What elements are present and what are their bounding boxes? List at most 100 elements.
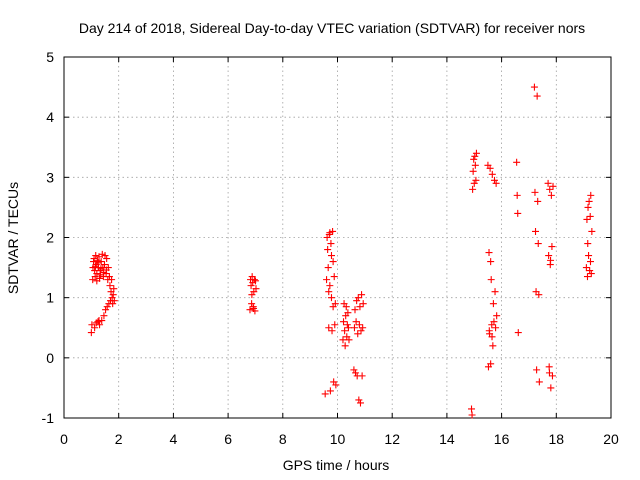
data-point [329,258,337,266]
y-tick-label: 5 [46,49,54,65]
data-point [353,297,361,305]
x-tick-label: 8 [279,431,287,447]
data-point [96,274,104,282]
data-point [487,258,495,266]
data-point [490,176,498,184]
data-point [358,291,366,299]
data-point [358,372,366,380]
data-point [341,327,349,335]
data-point [534,240,542,248]
data-point [102,306,110,314]
data-point [87,329,95,337]
data-point [246,306,254,314]
data-point [487,360,495,368]
data-point [513,158,521,166]
data-point [325,324,333,332]
data-point [489,300,497,308]
x-tick-label: 4 [170,431,178,447]
data-point [97,265,105,273]
data-point [102,266,110,274]
data-point [344,324,352,332]
data-point [532,227,540,235]
data-point [547,256,555,264]
data-point [470,179,478,187]
data-point [547,384,555,392]
x-tick-label: 20 [603,431,619,447]
data-point [530,83,538,91]
x-tick-label: 0 [60,431,68,447]
data-point [586,258,594,266]
data-point [490,318,498,326]
data-point [545,363,553,371]
y-tick-label: 3 [46,169,54,185]
data-point [330,273,338,281]
data-point [472,149,480,157]
data-point [587,191,595,199]
data-point [545,369,553,377]
data-point [323,276,331,284]
x-tick-label: 14 [439,431,455,447]
data-point [583,215,591,223]
data-point [331,321,339,329]
data-point [535,291,543,299]
data-point [585,197,593,205]
data-point [110,297,118,305]
data-point [108,276,116,284]
data-point [513,191,521,199]
data-point [324,264,332,272]
data-point [94,318,102,326]
data-point [332,381,340,389]
data-point [545,252,553,260]
data-point [340,318,348,326]
data-point [491,288,499,296]
data-point [344,309,352,317]
data-point [339,336,347,344]
data-point [470,155,478,163]
x-tick-label: 12 [384,431,400,447]
data-point [485,249,493,257]
data-point [534,197,542,205]
data-point [472,176,480,184]
y-tick-label: 4 [46,109,54,125]
data-point [514,209,522,217]
data-point [100,312,108,320]
data-point [585,252,593,260]
data-point [342,303,350,311]
data-point [493,312,501,320]
data-point [97,258,105,266]
data-point [355,396,363,404]
data-point [101,252,109,260]
data-point [326,387,334,395]
data-point [514,329,522,337]
data-point [357,327,365,335]
data-point [352,318,360,326]
data-point [345,336,353,344]
data-point [531,188,539,196]
data-point [109,300,117,308]
data-point [471,161,479,169]
data-point [321,390,329,398]
data-point [586,267,594,275]
data-point [488,170,496,178]
data-point [92,252,100,260]
data-point [251,277,259,285]
data-point [326,282,334,290]
data-point [110,285,118,293]
y-tick-label: 1 [46,290,54,306]
data-point [103,255,111,263]
data-point [109,291,117,299]
data-point [325,288,333,296]
grid [64,57,611,418]
data-point [248,291,256,299]
data-point [341,342,349,350]
data-point [533,92,541,100]
data-point [359,324,367,332]
data-point [546,185,554,193]
data-point [327,294,335,302]
data-point [91,262,99,270]
y-tick-label: -1 [42,410,55,426]
data-point [547,191,555,199]
x-tick-label: 18 [549,431,565,447]
data-points [87,83,596,419]
